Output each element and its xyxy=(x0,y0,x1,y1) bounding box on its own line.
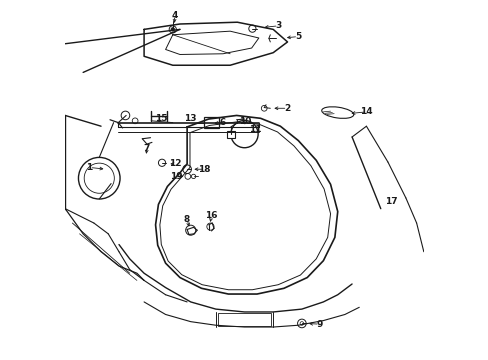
Text: 7: 7 xyxy=(143,144,150,153)
Text: 6: 6 xyxy=(220,118,225,127)
Text: 8: 8 xyxy=(183,215,190,224)
Text: 16: 16 xyxy=(205,211,217,220)
FancyBboxPatch shape xyxy=(217,313,271,326)
FancyBboxPatch shape xyxy=(227,131,235,138)
Text: 5: 5 xyxy=(295,32,301,41)
Text: 1: 1 xyxy=(86,163,93,172)
Text: 11: 11 xyxy=(248,125,261,134)
Text: 9: 9 xyxy=(316,320,323,329)
Text: 18: 18 xyxy=(198,165,210,174)
Text: 13: 13 xyxy=(184,114,197,123)
Text: 10: 10 xyxy=(239,117,251,126)
FancyBboxPatch shape xyxy=(204,117,218,128)
Text: 14: 14 xyxy=(359,107,372,116)
Text: 4: 4 xyxy=(171,10,178,19)
Text: 12: 12 xyxy=(169,159,182,168)
Text: 3: 3 xyxy=(275,21,281,30)
Text: 15: 15 xyxy=(155,114,167,123)
Text: 17: 17 xyxy=(385,197,397,206)
Text: 2: 2 xyxy=(284,104,290,113)
Text: 19: 19 xyxy=(170,172,183,181)
Circle shape xyxy=(171,28,174,31)
